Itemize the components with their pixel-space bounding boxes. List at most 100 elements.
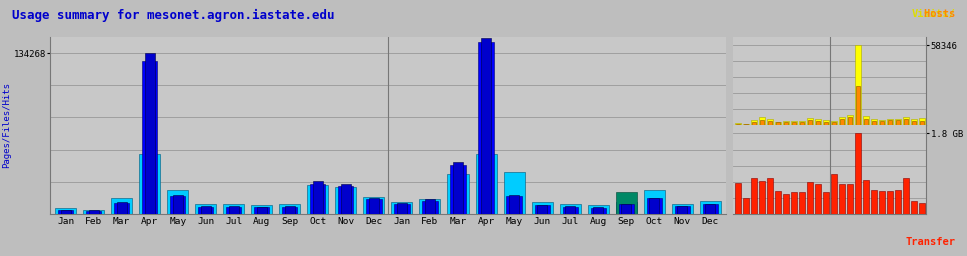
Bar: [856, 86, 860, 125]
Bar: [448, 174, 469, 214]
Bar: [644, 190, 664, 214]
Bar: [736, 124, 740, 125]
Bar: [792, 122, 796, 125]
Bar: [308, 185, 329, 214]
Bar: [675, 206, 689, 214]
Bar: [563, 207, 577, 214]
Bar: [395, 204, 410, 214]
Bar: [451, 165, 465, 214]
Bar: [735, 183, 741, 214]
Bar: [257, 207, 267, 214]
Bar: [767, 119, 773, 125]
Bar: [831, 121, 836, 125]
Y-axis label: Pages/Files/Hits: Pages/Files/Hits: [2, 82, 11, 168]
Bar: [903, 118, 909, 125]
Bar: [777, 122, 779, 125]
Bar: [313, 182, 323, 214]
Bar: [912, 121, 916, 125]
Bar: [839, 117, 845, 125]
Bar: [744, 124, 747, 125]
Bar: [560, 204, 580, 214]
Bar: [872, 121, 876, 125]
Bar: [880, 121, 884, 125]
Bar: [759, 118, 765, 125]
Bar: [806, 182, 813, 214]
Bar: [791, 192, 797, 214]
Bar: [823, 120, 829, 125]
Bar: [775, 122, 781, 125]
Bar: [170, 196, 186, 214]
Bar: [848, 118, 852, 125]
Bar: [616, 202, 636, 214]
Bar: [921, 121, 923, 125]
Bar: [423, 201, 437, 214]
Bar: [823, 192, 829, 214]
Bar: [173, 195, 183, 214]
Bar: [83, 210, 104, 214]
Bar: [593, 207, 603, 214]
Bar: [226, 207, 242, 214]
Bar: [863, 115, 869, 125]
Bar: [616, 192, 636, 214]
Bar: [743, 124, 748, 125]
Bar: [799, 121, 805, 125]
Bar: [621, 204, 631, 214]
Bar: [476, 154, 496, 214]
Text: Transfer: Transfer: [905, 237, 955, 247]
Bar: [808, 120, 811, 125]
Bar: [167, 190, 189, 214]
Bar: [855, 45, 861, 125]
Bar: [336, 187, 357, 214]
Bar: [919, 202, 925, 214]
Bar: [799, 192, 805, 214]
Bar: [142, 61, 158, 214]
Bar: [364, 197, 385, 214]
Bar: [815, 119, 821, 125]
Bar: [201, 206, 211, 214]
Bar: [904, 119, 908, 125]
Bar: [195, 204, 217, 214]
Bar: [532, 202, 552, 214]
Bar: [198, 207, 214, 214]
Text: Visits/: Visits/: [912, 9, 955, 19]
Bar: [223, 204, 245, 214]
Bar: [338, 186, 354, 214]
Bar: [824, 122, 828, 125]
Bar: [396, 203, 407, 214]
Bar: [863, 180, 869, 214]
Bar: [619, 204, 633, 214]
Bar: [783, 121, 789, 125]
Bar: [251, 205, 273, 214]
Bar: [903, 178, 909, 214]
Bar: [481, 38, 491, 214]
Bar: [310, 184, 326, 214]
Bar: [887, 191, 893, 214]
Bar: [504, 172, 524, 214]
Bar: [752, 122, 755, 125]
Bar: [366, 199, 382, 214]
Bar: [58, 210, 73, 214]
Bar: [816, 121, 820, 125]
Bar: [847, 184, 853, 214]
Bar: [89, 210, 99, 214]
Bar: [800, 122, 804, 125]
Bar: [479, 41, 493, 214]
Bar: [839, 184, 845, 214]
Bar: [919, 118, 925, 125]
Bar: [896, 120, 899, 125]
Bar: [750, 178, 757, 214]
Bar: [537, 205, 547, 214]
Bar: [775, 191, 781, 214]
Bar: [700, 201, 720, 214]
Bar: [705, 204, 716, 214]
Bar: [879, 120, 885, 125]
Bar: [507, 196, 521, 214]
Bar: [831, 174, 836, 214]
Bar: [743, 198, 748, 214]
Bar: [591, 208, 605, 214]
Bar: [425, 199, 435, 214]
Bar: [871, 190, 877, 214]
Bar: [117, 202, 127, 214]
Bar: [855, 133, 861, 214]
Bar: [750, 120, 757, 125]
